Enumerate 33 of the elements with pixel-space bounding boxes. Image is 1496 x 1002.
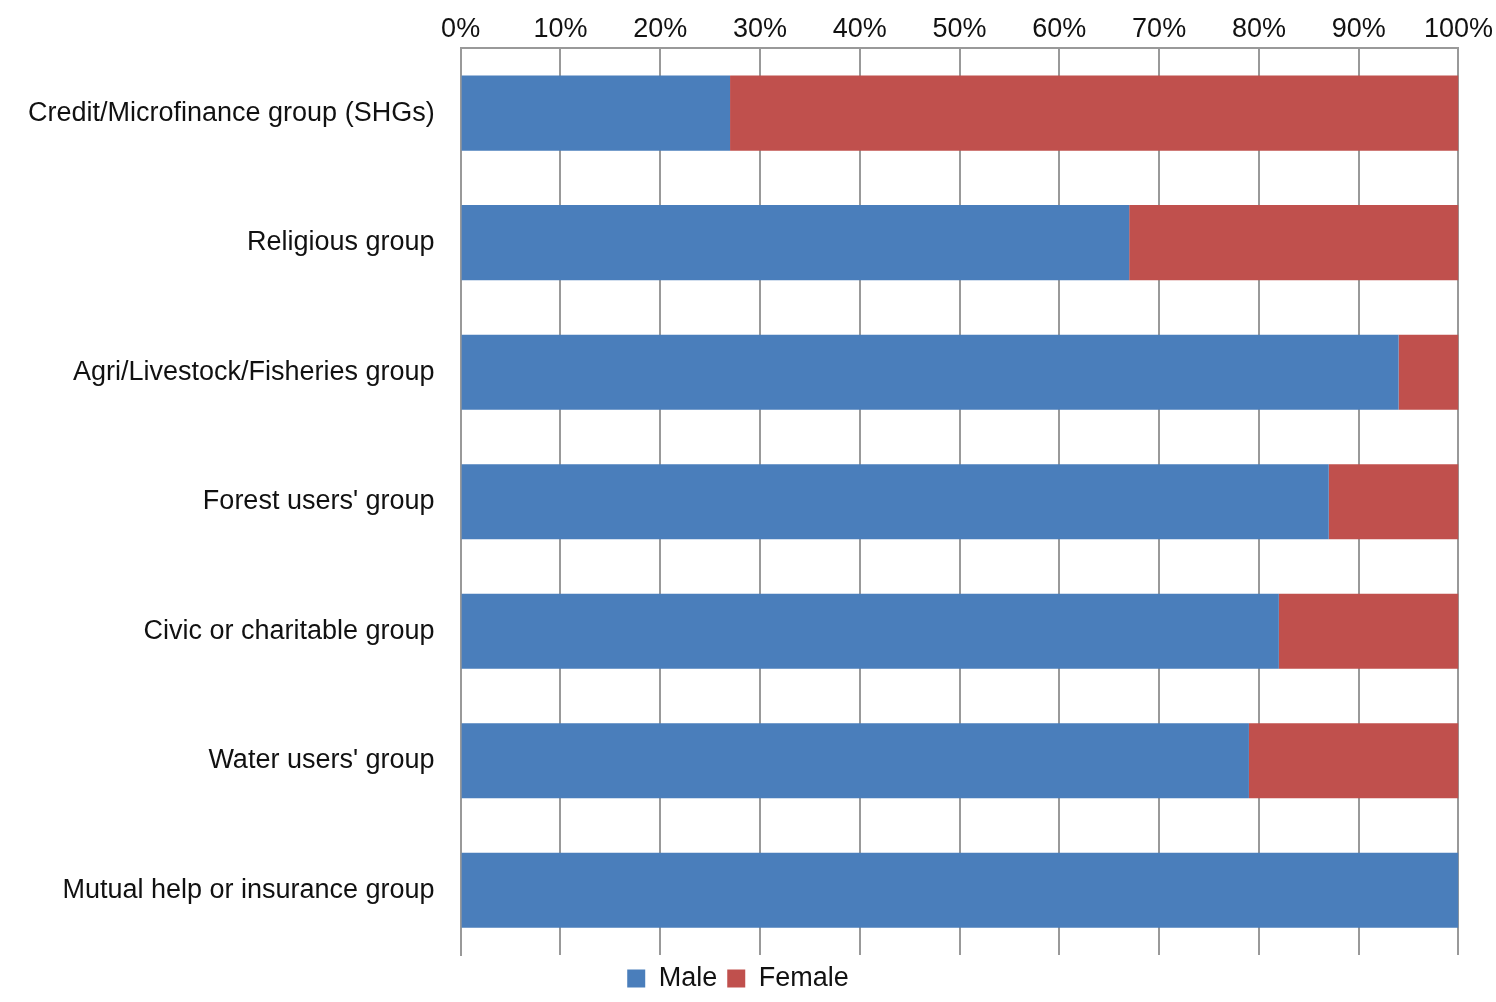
y-tick-label: Forest users' group (202, 485, 435, 516)
bar (461, 75, 731, 151)
x-tick-label: 20% (633, 12, 688, 43)
x-tick-label: 30% (732, 12, 788, 43)
y-tick-label: Civic or charitable group (143, 614, 435, 645)
x-tick-label: 60% (1032, 12, 1087, 43)
y-tick-label: Credit/Microfinance group (SHGs) (27, 96, 435, 127)
bar (461, 852, 1459, 928)
legend-label: Female (758, 961, 849, 992)
x-tick-label: 100% (1423, 12, 1493, 43)
x-tick-label: 10% (533, 12, 588, 43)
x-tick-label: 40% (832, 12, 887, 43)
y-tick-label: Religious group (247, 226, 435, 257)
bar (1278, 593, 1459, 669)
bar (461, 464, 1329, 540)
bar (1248, 723, 1459, 799)
x-tick-label: 0% (441, 12, 481, 43)
y-tick-label: Mutual help or insurance group (62, 873, 435, 904)
bar (1398, 334, 1459, 410)
bar (461, 723, 1249, 799)
x-tick-label: 80% (1231, 12, 1286, 43)
bar (461, 205, 1130, 281)
legend-label: Male (658, 961, 718, 992)
x-tick-label: 70% (1132, 12, 1187, 43)
bar (461, 334, 1399, 410)
x-tick-label: 50% (932, 12, 987, 43)
y-tick-label: Water users' group (208, 744, 435, 775)
bar (730, 75, 1459, 151)
bar (1328, 464, 1459, 540)
x-tick-label: 90% (1331, 12, 1386, 43)
y-tick-label: Agri/Livestock/Fisheries group (72, 355, 435, 386)
bar (1129, 205, 1459, 281)
bar (461, 593, 1279, 669)
